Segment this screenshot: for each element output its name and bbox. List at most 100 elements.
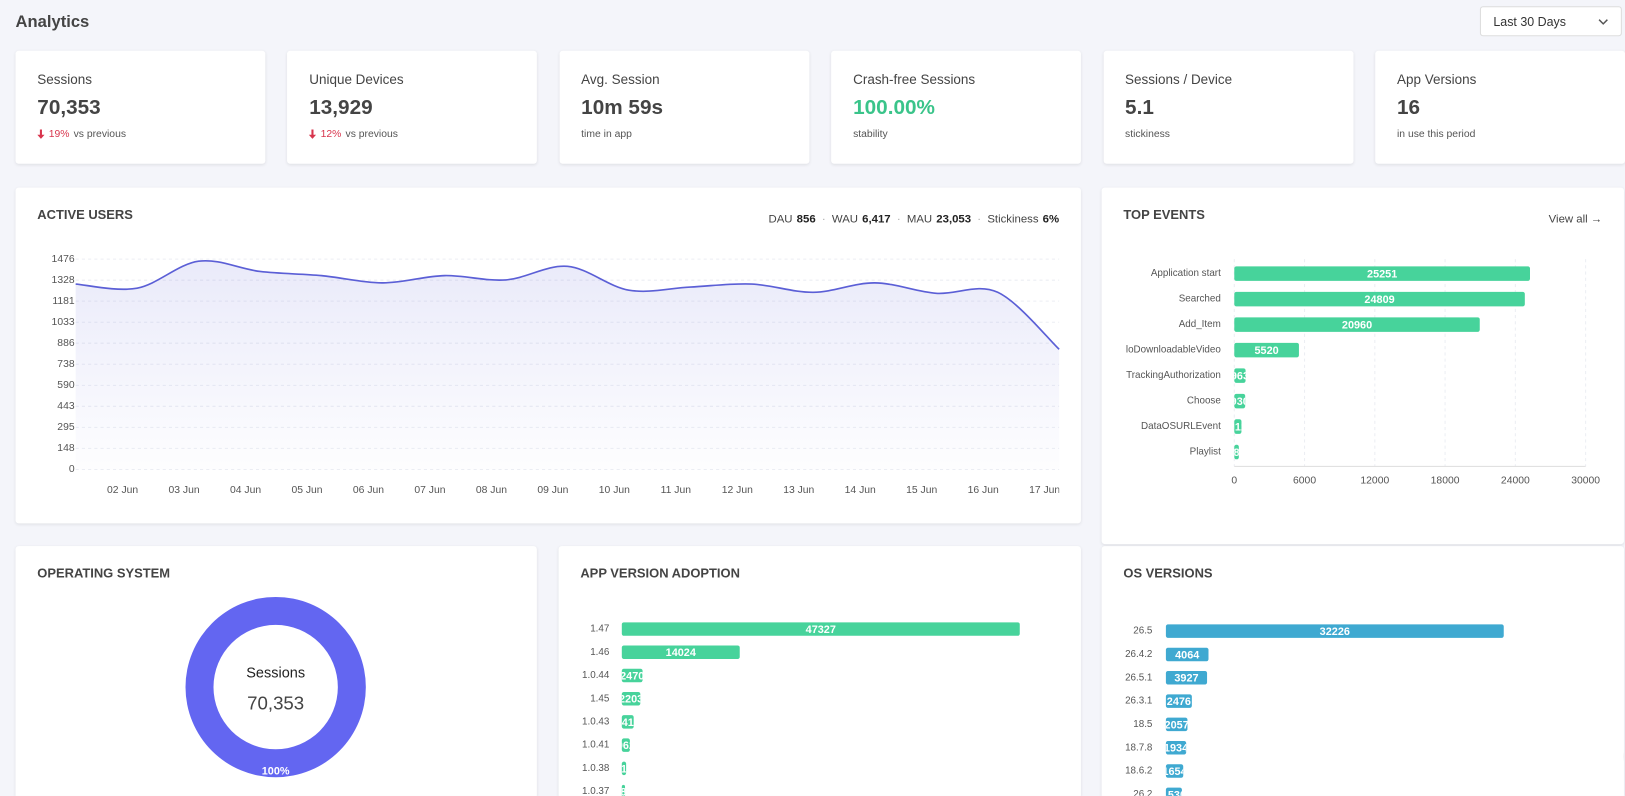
y-tick-label: 590: [57, 380, 75, 391]
bar: [621, 691, 641, 706]
y-tick-label: 148: [57, 443, 75, 454]
kpi-value: 13,929: [309, 96, 373, 120]
bar: [621, 761, 627, 776]
bar-value-label: 32226: [1320, 626, 1350, 638]
x-tick-label: 11 Jun: [661, 485, 692, 496]
x-tick-label: 17 Jun: [1029, 485, 1060, 496]
x-tick-label: 16 Jun: [968, 485, 999, 496]
y-tick-label: 1476: [52, 254, 75, 265]
kpi-value: 70,353: [37, 96, 101, 120]
category-label: Playlist: [1190, 447, 1221, 458]
kpi-title: Sessions / Device: [1125, 71, 1233, 88]
chart: OS VERSIONS 26.5 32226 26.4.2 4064 26.5.1 3927…: [1123, 566, 1504, 796]
y-tick-label: 443: [57, 401, 75, 412]
x-tick-label: 0: [1231, 476, 1237, 487]
bar-value-label: 384: [614, 786, 632, 795]
range-label: Last 30 Days: [1493, 14, 1566, 30]
category-label: 18.7.8: [1125, 742, 1153, 753]
x-tick-label: 6000: [1293, 476, 1316, 487]
stat-value: 856: [797, 214, 816, 226]
category-label: 26.5: [1133, 626, 1153, 637]
separator: ·: [977, 214, 981, 226]
category-label: 1.0.43: [582, 717, 610, 728]
kpi-card: Sessions 70,353 19% vs previous: [15, 50, 266, 164]
kpi-value: 16: [1396, 96, 1421, 120]
bar: [1234, 419, 1242, 434]
area: [75, 260, 1060, 470]
kpi-note: vs previous: [345, 128, 398, 140]
bar: [1234, 291, 1525, 307]
x-tick-label: 30000: [1571, 476, 1600, 487]
chart-title: OPERATING SYSTEM: [37, 566, 170, 581]
kpi-title: Crash-free Sessions: [853, 71, 976, 88]
category-label: DataOSURLEvent: [1141, 421, 1221, 432]
kpi-subline: stability: [853, 129, 888, 140]
bar: [1165, 671, 1208, 685]
category-label: 26.2: [1133, 789, 1152, 796]
kpi-value: 100.00%: [853, 96, 935, 120]
category-label: 1.0.44: [582, 670, 610, 681]
chart-card: OS VERSIONS 26.5 32226 26.4.2 4064 26.5.1 3927…: [1101, 546, 1624, 796]
bar-value-label: 47327: [806, 624, 836, 636]
bar: [1165, 740, 1187, 755]
x-tick-label: 04 Jun: [230, 485, 261, 496]
stat-value: 23,053: [936, 214, 971, 226]
page-title: Analytics: [15, 13, 90, 32]
category-label: 26.3.1: [1125, 696, 1152, 707]
bar: [1165, 787, 1182, 796]
view-all-link[interactable]: View all →: [1549, 214, 1603, 226]
y-tick-label: 1033: [52, 317, 75, 328]
bar-value-label: 2470: [620, 670, 644, 682]
bar: [1234, 266, 1531, 281]
category-label: 1.46: [590, 647, 610, 658]
x-tick-label: 24000: [1501, 476, 1530, 487]
kpi-value: 10m 59s: [581, 96, 664, 120]
bar: [1234, 368, 1246, 383]
bar: [621, 668, 643, 683]
kpi-card: Crash-free Sessions 100.00% stability: [831, 50, 1082, 164]
bar: [1165, 647, 1209, 662]
bar-value-label: 1412: [616, 717, 640, 729]
bar: [621, 784, 626, 796]
bar: [1165, 764, 1184, 778]
bar: [621, 715, 634, 729]
kpi-delta: 19%: [48, 128, 70, 140]
bar-value-label: 612: [1229, 421, 1247, 433]
y-tick-label: 1328: [52, 275, 75, 286]
chart: OPERATING SYSTEM 100% Sessions 70,353: [37, 566, 366, 778]
category-label: TrackingAuthorization: [1126, 370, 1221, 381]
kpi-note: stickiness: [1125, 128, 1170, 140]
category-label: Add_Item: [1179, 319, 1221, 330]
range-dropdown[interactable]: Last 30 Days: [1479, 6, 1622, 37]
donut-slice: [185, 596, 366, 778]
bar-value-label: 1934: [1164, 743, 1188, 755]
separator: ·: [897, 214, 901, 226]
kpi-subline: time in app: [581, 129, 632, 140]
x-tick-label: 03 Jun: [169, 485, 200, 496]
arrow-shape: [309, 129, 317, 139]
kpi-subline: 12% vs previous: [309, 129, 398, 140]
x-tick-label: 07 Jun: [414, 485, 445, 496]
bar: [621, 645, 740, 660]
bar-value-label: 389: [1227, 447, 1245, 459]
kpi-title: Avg. Session: [581, 71, 660, 88]
bar-value-label: 5520: [1255, 345, 1279, 357]
chart-card: ACTIVE USERS 0 148 295 443 590 738 886 1033 1181 1…: [15, 187, 1081, 524]
kpi-note: stability: [853, 128, 888, 140]
chart-title: OS VERSIONS: [1123, 566, 1213, 581]
bar-value-label: 2203: [619, 694, 643, 706]
kpi-note: vs previous: [73, 128, 127, 140]
kpi-value: 5.1: [1125, 96, 1154, 120]
center-value: 70,353: [247, 693, 304, 714]
x-tick-label: 06 Jun: [353, 485, 384, 496]
bar-value-label: 24809: [1364, 294, 1394, 306]
kpi-title: Sessions: [37, 71, 92, 88]
chevron: [1598, 19, 1608, 25]
category-label: 1.0.41: [582, 740, 609, 751]
bar-value-label: 962: [617, 740, 635, 752]
category-label: loDownloadableVideo: [1126, 345, 1221, 356]
x-tick-label: 09 Jun: [537, 485, 568, 496]
chart-title: APP VERSION ADOPTION: [580, 566, 740, 581]
bar-value-label: 25251: [1367, 269, 1397, 281]
bar-value-label: 14024: [666, 647, 696, 659]
